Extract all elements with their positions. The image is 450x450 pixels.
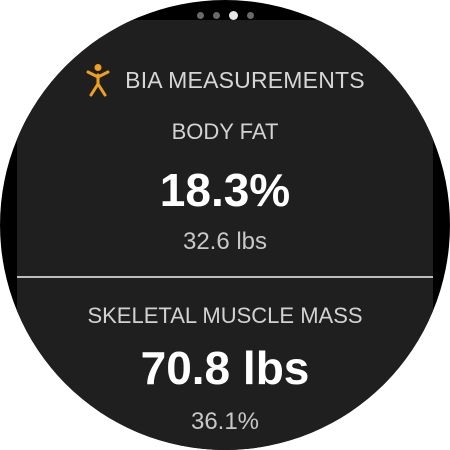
content-panel[interactable] (17, 20, 433, 450)
person-figure-icon (86, 64, 110, 97)
body-fat-weight: 32.6 lbs (182, 228, 268, 255)
screen-header: BIA MEASUREMENTS (0, 63, 450, 97)
skeletal-muscle-percent: 36.1% (190, 408, 260, 435)
body-fat-label: BODY FAT (171, 119, 279, 144)
page-dot-2 (212, 12, 220, 19)
skeletal-muscle-value: 70.8 lbs (140, 342, 310, 394)
page-indicator (0, 11, 450, 20)
page-dot-4 (246, 12, 254, 19)
page-dot-1 (196, 12, 204, 19)
page-dot-3-active (228, 11, 238, 20)
body-fat-value: 18.3% (159, 164, 291, 216)
screen-title: BIA MEASUREMENTS (125, 66, 365, 93)
skeletal-muscle-label: SKELETAL MUSCLE MASS (87, 303, 363, 328)
section-divider (17, 276, 433, 278)
